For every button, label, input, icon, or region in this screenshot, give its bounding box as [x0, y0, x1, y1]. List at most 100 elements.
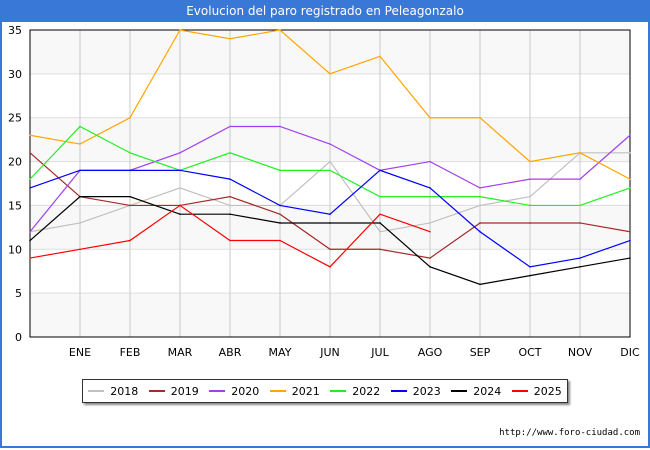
data-point-2019: [329, 248, 331, 251]
legend: 2018 2019 2020 2021 2022 2023 2024 2025: [82, 379, 568, 403]
legend-swatch: [269, 390, 286, 392]
legend-label: 2018: [110, 384, 139, 398]
y-tick-label: 15: [8, 199, 22, 212]
data-point-2022: [129, 152, 131, 154]
data-point-2021: [279, 29, 281, 31]
legend-item-2022: 2022: [330, 385, 380, 398]
data-point-2018: [629, 152, 631, 154]
data-point-2024: [229, 213, 231, 215]
data-point-2021: [429, 116, 431, 119]
data-point-2023: [529, 266, 531, 268]
data-point-2023: [629, 239, 631, 242]
data-point-2019: [479, 222, 481, 224]
data-point-2019: [29, 152, 31, 154]
legend-swatch: [511, 390, 528, 392]
data-point-2024: [379, 222, 381, 224]
data-point-2018: [329, 160, 331, 163]
y-tick-label: 35: [8, 24, 22, 37]
legend-swatch: [451, 390, 468, 392]
x-tick-label: MAR: [168, 346, 193, 359]
data-point-2019: [629, 230, 631, 233]
data-point-2024: [629, 257, 631, 259]
legend-item-2023: 2023: [390, 384, 441, 398]
data-point-2024: [429, 266, 431, 268]
data-point-2018: [529, 195, 531, 198]
data-point-2023: [429, 187, 431, 189]
data-point-2019: [379, 248, 381, 251]
data-point-2022: [229, 152, 231, 154]
y-tick-label: 0: [15, 331, 22, 344]
data-point-2024: [529, 274, 531, 277]
data-point-2025: [129, 239, 131, 242]
x-tick-label: OCT: [518, 346, 541, 359]
legend-label: 2019: [170, 384, 199, 398]
data-point-2020: [629, 134, 631, 137]
data-point-2025: [229, 239, 231, 242]
data-point-2020: [329, 143, 331, 145]
x-tick-label: SEP: [470, 346, 491, 359]
data-point-2024: [479, 283, 481, 286]
legend-item-2019: 2019: [148, 384, 199, 398]
data-point-2021: [379, 55, 381, 58]
data-point-2018: [229, 204, 231, 207]
data-point-2019: [129, 204, 131, 207]
data-point-2022: [279, 169, 281, 172]
data-point-2021: [29, 134, 31, 137]
x-tick-label: MAY: [269, 346, 292, 359]
data-point-2022: [479, 195, 481, 198]
data-point-2023: [479, 230, 481, 233]
data-point-2019: [279, 213, 281, 215]
data-point-2022: [29, 178, 31, 180]
data-point-2018: [179, 187, 181, 189]
data-point-2024: [179, 213, 181, 215]
data-point-2025: [279, 239, 281, 242]
data-point-2022: [79, 125, 81, 128]
legend-swatch: [330, 390, 347, 392]
data-point-2018: [429, 222, 431, 224]
data-point-2022: [629, 187, 631, 189]
legend-swatch: [88, 390, 105, 392]
data-point-2023: [29, 187, 31, 189]
data-point-2021: [579, 152, 581, 154]
legend-label: 2023: [412, 384, 441, 398]
legend-item-2021: 2021: [269, 385, 320, 398]
x-tick-label: DIC: [620, 346, 640, 359]
legend-swatch: [148, 390, 165, 392]
data-point-2020: [229, 125, 231, 128]
data-point-2021: [529, 160, 531, 163]
data-point-2023: [129, 169, 131, 172]
x-tick-label: JUN: [319, 346, 340, 359]
y-tick-label: 20: [8, 156, 22, 169]
data-point-2022: [579, 204, 581, 207]
y-tick-label: 10: [8, 243, 22, 256]
data-point-2021: [479, 116, 481, 119]
data-point-2022: [429, 195, 431, 198]
data-point-2023: [379, 169, 381, 172]
data-point-2020: [429, 160, 431, 163]
data-point-2025: [79, 248, 81, 251]
y-tick-label: 25: [8, 112, 22, 125]
x-tick-label: AGO: [418, 346, 443, 359]
data-point-2020: [529, 178, 531, 180]
chart-title: Evolucion del paro registrado en Peleago…: [0, 0, 650, 22]
data-point-2025: [329, 266, 331, 268]
data-point-2023: [79, 169, 81, 172]
data-point-2021: [629, 178, 631, 180]
legend-item-2020: 2020: [209, 385, 259, 398]
data-point-2022: [529, 204, 531, 207]
data-point-2019: [579, 222, 581, 224]
data-point-2021: [229, 37, 231, 40]
data-point-2022: [379, 195, 381, 198]
source-url[interactable]: http://www.foro-ciudad.com: [499, 428, 640, 438]
data-point-2021: [129, 116, 131, 119]
data-point-2020: [579, 178, 581, 180]
data-point-2021: [329, 73, 331, 75]
x-tick-label: FEB: [120, 346, 141, 359]
y-tick-label: 5: [15, 287, 22, 300]
y-tick-label: 30: [8, 68, 22, 81]
x-tick-label: ABR: [219, 346, 242, 359]
data-point-2025: [29, 257, 31, 259]
data-point-2024: [29, 239, 31, 242]
